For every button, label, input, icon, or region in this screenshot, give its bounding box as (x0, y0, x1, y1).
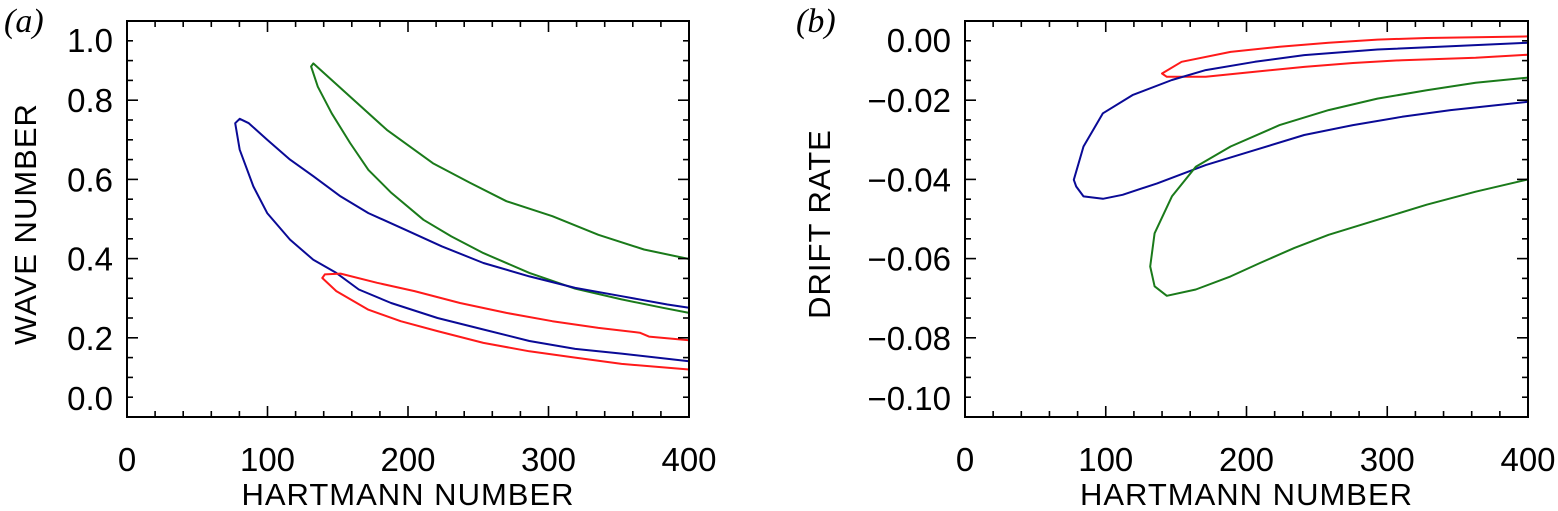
panel-label: (a) (4, 3, 44, 40)
x-tick-label: 400 (1500, 441, 1555, 478)
y-tick-label: 0.0 (67, 380, 113, 417)
panel-a: 0 100 200 300 400 0.0 0.2 0.4 0.6 0.8 1.0 HARTMANN … (4, 3, 717, 511)
y-tick-label: −0.06 (868, 241, 952, 278)
series-line (321, 272, 690, 371)
y-tick-label: 0.4 (67, 241, 113, 278)
x-tick-label: 200 (380, 441, 435, 478)
panel-label: (b) (796, 3, 836, 40)
x-tick-label: 300 (521, 441, 576, 478)
plot-frame (964, 20, 1529, 418)
x-tick-label: 400 (661, 441, 716, 478)
y-tick-label: 0.6 (67, 161, 113, 198)
y-tick-label: 0.2 (67, 320, 113, 357)
series-line (1161, 35, 1529, 78)
y-tick-label: 0.8 (67, 82, 113, 119)
series-line (1072, 41, 1529, 200)
series-line (234, 117, 690, 363)
y-axis-title: WAVE NUMBER (8, 103, 43, 345)
x-axis-title: HARTMANN NUMBER (1080, 477, 1413, 511)
x-tick-label: 100 (240, 441, 295, 478)
y-tick-label: −0.08 (868, 320, 952, 357)
y-tick-label: 0.00 (887, 22, 951, 59)
y-tick-label: −0.04 (868, 161, 952, 198)
x-tick-label: 0 (118, 441, 136, 478)
x-axis-title: HARTMANN NUMBER (241, 477, 574, 511)
panel-b: 0 100 200 300 400 −0.10 −0.08 −0.06 −0.04 −0.02 0.… (796, 3, 1556, 511)
y-tick-label: −0.10 (868, 380, 952, 417)
y-axis-title: DRIFT RATE (802, 129, 837, 319)
series-line (1149, 76, 1529, 297)
y-tick-label: −0.02 (868, 82, 952, 119)
x-tick-label: 100 (1078, 441, 1133, 478)
y-tick-label: 1.0 (67, 22, 113, 59)
x-tick-label: 0 (956, 441, 974, 478)
x-tick-label: 200 (1219, 441, 1274, 478)
x-tick-label: 300 (1360, 441, 1415, 478)
series-line (310, 62, 690, 314)
plot-frame (126, 20, 690, 418)
